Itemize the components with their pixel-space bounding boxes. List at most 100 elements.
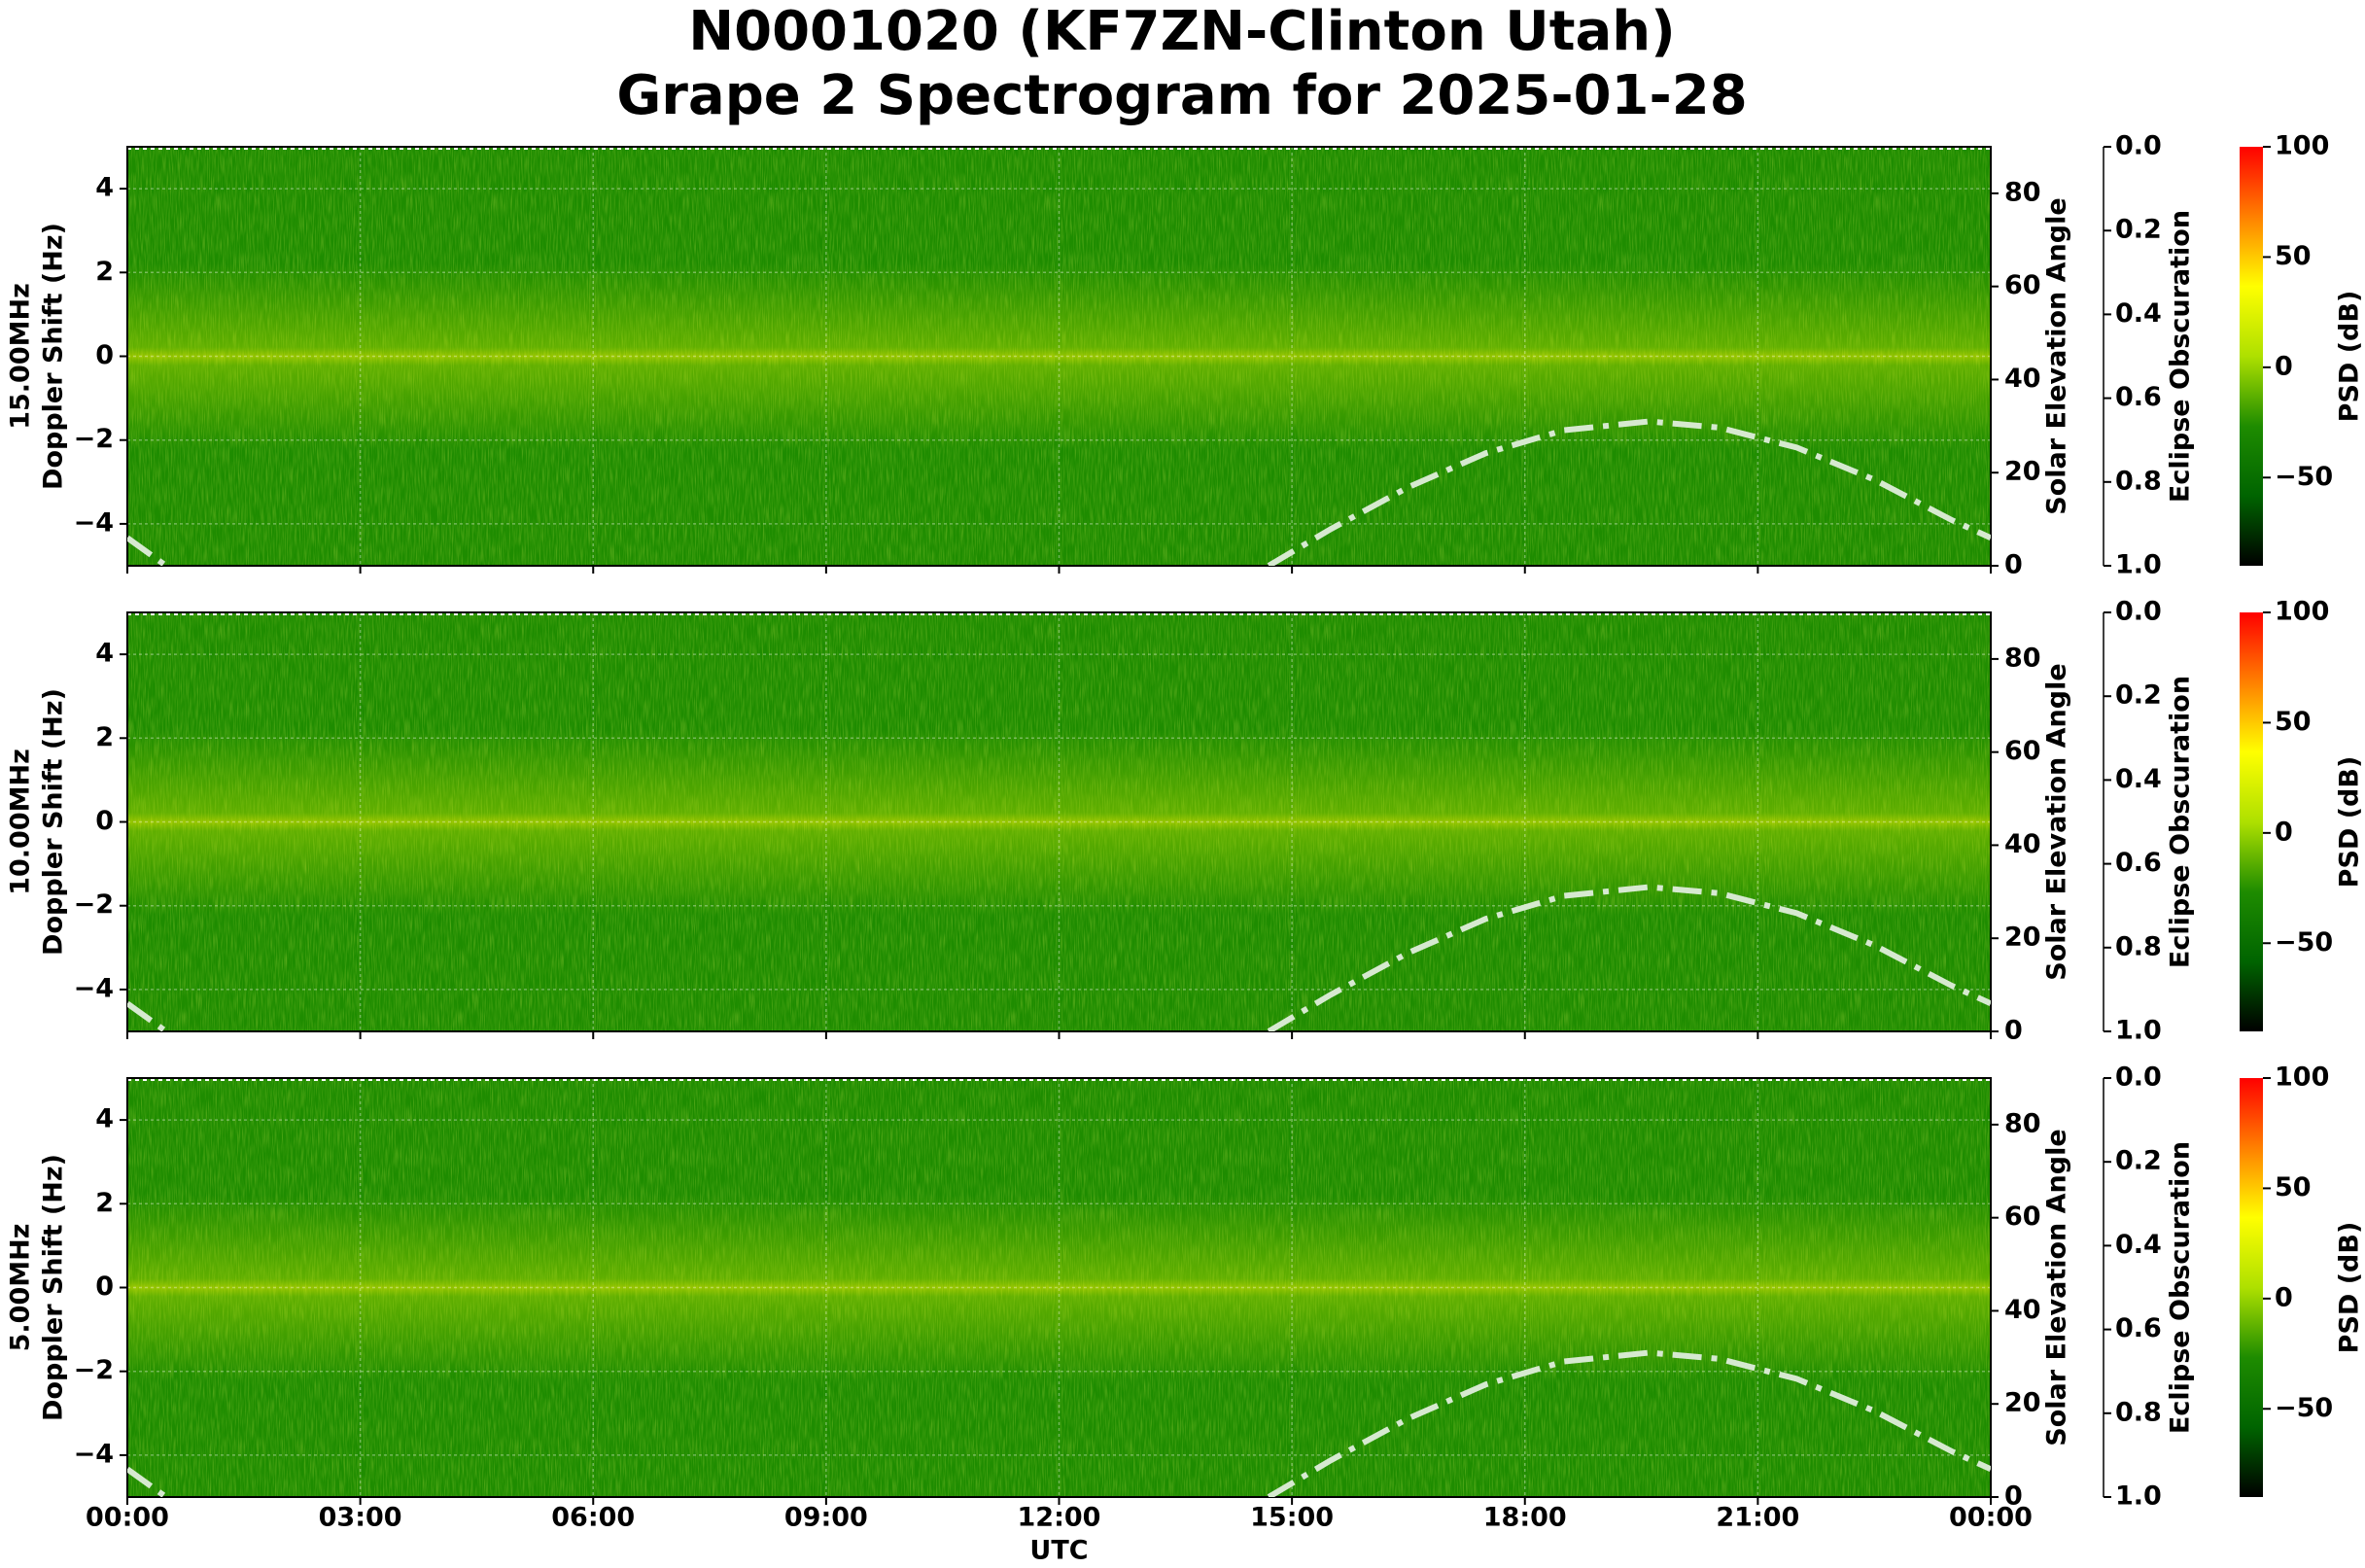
solar-elevation-line <box>127 418 1991 566</box>
y-tick-label: −4 <box>74 973 114 1003</box>
y-tick-label: 0 <box>95 340 114 370</box>
y-tick-label: 4 <box>95 639 114 669</box>
y-axis-label: 5.00MHz <box>6 1224 36 1352</box>
colorbar-tick-label: −50 <box>2275 1393 2333 1423</box>
colorbar-tick-label: 100 <box>2275 1063 2329 1093</box>
y2-tick-label: 60 <box>2004 1202 2041 1232</box>
y3-tick-label: 0.0 <box>2115 131 2162 161</box>
y3-tick-label: 0.2 <box>2115 215 2162 245</box>
y3-tick-label: 0.4 <box>2115 1230 2162 1260</box>
y2-tick-label: 20 <box>2004 923 2041 953</box>
colorbar <box>2240 1078 2263 1497</box>
y-tick-label: 2 <box>95 257 114 287</box>
y3-tick-label: 0.0 <box>2115 1063 2162 1093</box>
plot-frame <box>126 611 1992 1032</box>
y2-tick-label: 40 <box>2004 829 2041 859</box>
y3-tick-label: 0.0 <box>2115 597 2162 627</box>
y2-tick-label: 40 <box>2004 364 2041 394</box>
y-axis-label: 15.00MHz <box>6 283 36 430</box>
y3-tick-label: 0.8 <box>2115 931 2162 961</box>
y3-tick-label: 0.8 <box>2115 466 2162 496</box>
y2-tick-label: 20 <box>2004 457 2041 487</box>
y3-tick-label: 0.4 <box>2115 764 2162 794</box>
y3-tick-label: 0.4 <box>2115 298 2162 329</box>
y-tick-label: −2 <box>74 1355 114 1385</box>
y3-tick-label: 0.6 <box>2115 848 2162 878</box>
y-tick-label: 2 <box>95 1188 114 1218</box>
y2-tick-label: 40 <box>2004 1295 2041 1325</box>
y3-tick-label: 0.2 <box>2115 680 2162 711</box>
y-tick-label: 4 <box>95 1104 114 1134</box>
y2-axis-label: Solar Elevation Angle <box>2042 663 2072 980</box>
y-tick-label: 4 <box>95 173 114 203</box>
colorbar-tick-label: 50 <box>2275 1172 2312 1202</box>
y-tick-label: −4 <box>74 1439 114 1469</box>
colorbar-tick-label: 100 <box>2275 597 2329 627</box>
y-axis-label: 10.00MHz <box>6 749 36 895</box>
y2-tick-label: 20 <box>2004 1388 2041 1418</box>
y2-tick-label: 60 <box>2004 270 2041 300</box>
y2-tick-label: 0 <box>2004 550 2023 580</box>
x-tick-label: 12:00 <box>1018 1503 1101 1533</box>
solar-elevation-line <box>127 1349 1991 1497</box>
y-tick-label: −2 <box>74 424 114 454</box>
y2-tick-label: 80 <box>2004 177 2041 207</box>
y2-tick-label: 0 <box>2004 1016 2023 1046</box>
x-tick-label: 21:00 <box>1716 1503 1799 1533</box>
colorbar-tick-label: 50 <box>2275 241 2312 271</box>
y2-tick-label: 60 <box>2004 736 2041 766</box>
y-tick-label: −4 <box>74 507 114 538</box>
spectrogram-band <box>127 263 1991 449</box>
y3-tick-label: 0.2 <box>2115 1146 2162 1176</box>
x-tick-label: 03:00 <box>319 1503 402 1533</box>
y3-tick-label: 0.6 <box>2115 1313 2162 1343</box>
x-tick-label: 09:00 <box>784 1503 868 1533</box>
x-tick-label: 00:00 <box>86 1503 169 1533</box>
x-tick-label: 06:00 <box>551 1503 635 1533</box>
y-tick-label: −2 <box>74 889 114 920</box>
plot-frame <box>126 1077 1992 1498</box>
colorbar-label: PSD (dB) <box>2335 291 2365 423</box>
y-axis-label: Doppler Shift (Hz) <box>39 223 69 490</box>
y2-tick-label: 80 <box>2004 643 2041 673</box>
y-tick-label: 2 <box>95 722 114 752</box>
plot-frame <box>126 146 1992 567</box>
colorbar-tick-label: 50 <box>2275 707 2312 737</box>
colorbar-tick-label: 100 <box>2275 131 2329 161</box>
x-tick-label: 15:00 <box>1250 1503 1334 1533</box>
y3-tick-label: 0.8 <box>2115 1397 2162 1427</box>
spectrogram-band <box>127 1195 1991 1380</box>
chart-title: N0001020 (KF7ZN-Clinton Utah) <box>688 0 1676 63</box>
y-tick-label: 0 <box>95 806 114 836</box>
y2-tick-label: 0 <box>2004 1481 2023 1512</box>
y-axis-label: Doppler Shift (Hz) <box>39 1154 69 1421</box>
y-tick-label: 0 <box>95 1272 114 1302</box>
y2-axis-label: Solar Elevation Angle <box>2042 197 2072 514</box>
y2-tick-label: 80 <box>2004 1108 2041 1138</box>
colorbar-tick-label: 0 <box>2275 1282 2293 1312</box>
x-tick-label: 18:00 <box>1483 1503 1567 1533</box>
solar-elevation-line <box>127 884 1991 1031</box>
y3-tick-label: 1.0 <box>2115 1016 2162 1046</box>
colorbar-tick-label: 0 <box>2275 817 2293 847</box>
x-axis-label: UTC <box>1029 1536 1088 1566</box>
colorbar <box>2240 147 2263 566</box>
colorbar-label: PSD (dB) <box>2335 1222 2365 1354</box>
y-axis-label: Doppler Shift (Hz) <box>39 688 69 956</box>
x-tick-label: 00:00 <box>1949 1503 2033 1533</box>
y3-axis-label: Eclipse Obscuration <box>2166 676 2196 968</box>
y3-tick-label: 1.0 <box>2115 550 2162 580</box>
colorbar-tick-label: 0 <box>2275 351 2293 381</box>
y3-tick-label: 1.0 <box>2115 1481 2162 1512</box>
y3-tick-label: 0.6 <box>2115 382 2162 412</box>
colorbar-tick-label: −50 <box>2275 462 2333 492</box>
y3-axis-label: Eclipse Obscuration <box>2166 1141 2196 1434</box>
y3-axis-label: Eclipse Obscuration <box>2166 210 2196 503</box>
colorbar-tick-label: −50 <box>2275 927 2333 958</box>
spectrogram-band <box>127 729 1991 915</box>
chart-subtitle: Grape 2 Spectrogram for 2025-01-28 <box>616 64 1747 127</box>
colorbar <box>2240 612 2263 1031</box>
y2-axis-label: Solar Elevation Angle <box>2042 1129 2072 1446</box>
colorbar-label: PSD (dB) <box>2335 756 2365 889</box>
